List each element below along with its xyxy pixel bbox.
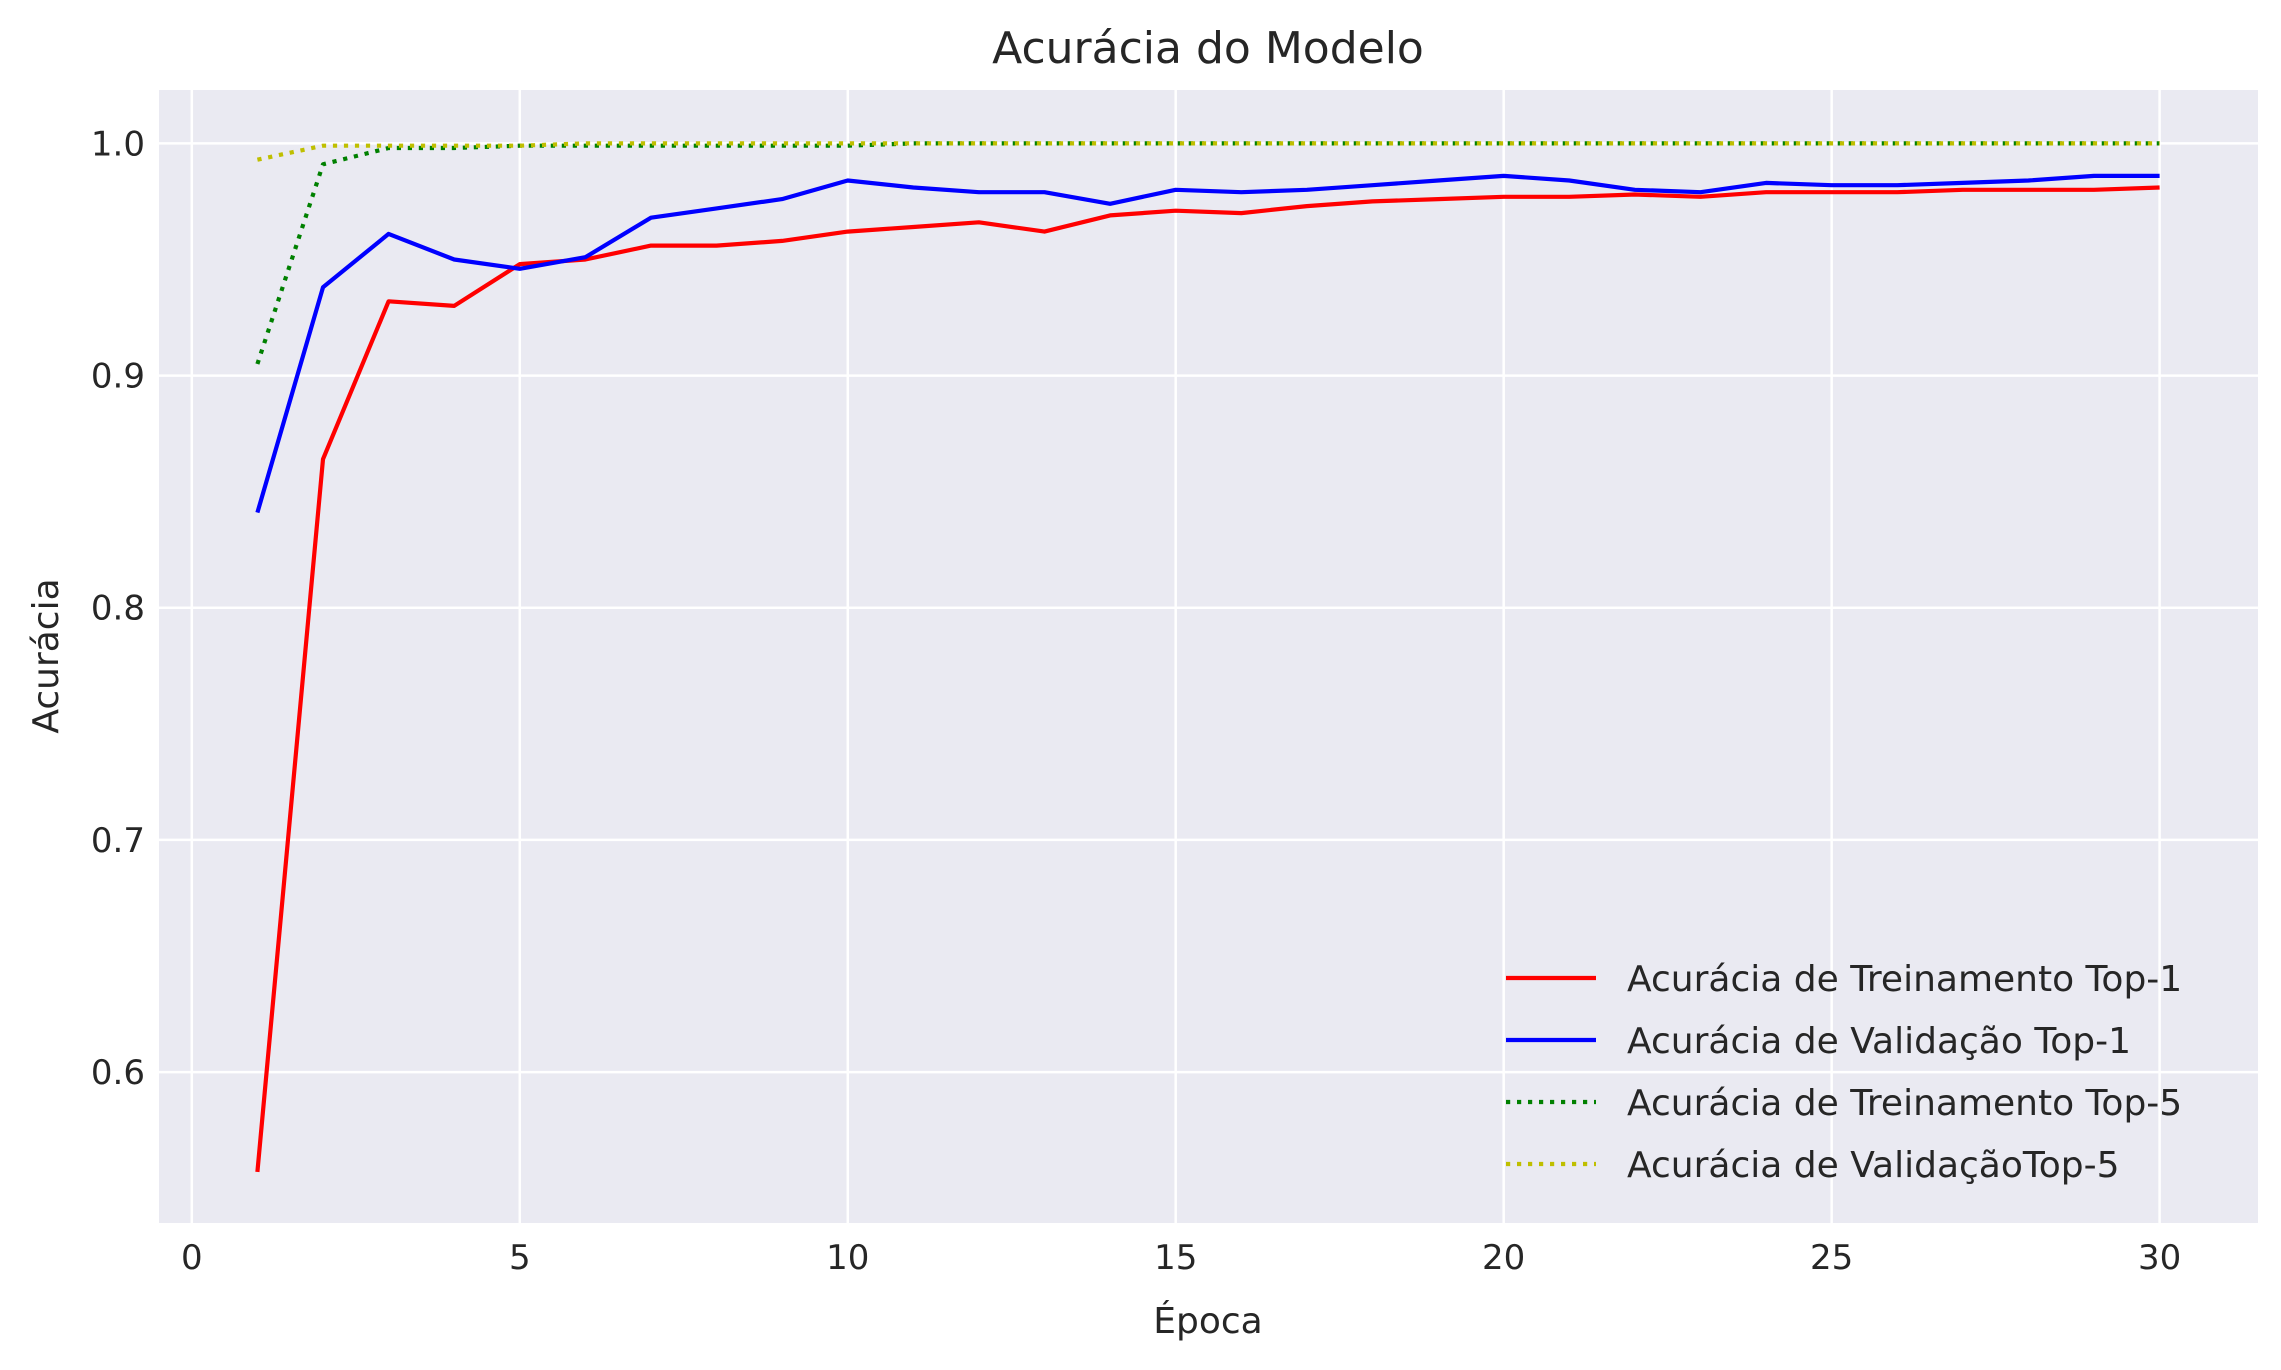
series-lines [255,141,2160,1173]
series-line-4 [256,141,2160,162]
legend-label-2: Acurácia de Validação Top-1 [1627,1021,2131,1062]
y-axis-title: Acurácia [26,578,67,733]
y-tick-label: 0.6 [91,1053,145,1093]
y-tick-label: 0.7 [91,821,145,861]
x-tick-label: 30 [2138,1238,2181,1278]
x-tick-label: 10 [826,1238,869,1278]
legend-label-4: Acurácia de ValidaçãoTop-5 [1627,1145,2120,1186]
tick-labels: 0 5 10 15 20 25 30 0.6 0.7 0.8 0.9 1.0 [91,124,2181,1278]
x-tick-label: 15 [1154,1238,1197,1278]
legend-label-3: Acurácia de Treinamento Top-5 [1627,1083,2182,1124]
grid-lines [159,90,2258,1223]
legend: Acurácia de Treinamento Top-1 Acurácia de… [1506,959,2182,1186]
y-tick-label: 0.8 [91,589,145,629]
y-tick-label: 1.0 [91,124,145,164]
x-tick-label: 20 [1482,1238,1525,1278]
chart-title: Acurácia do Modelo [992,23,1424,74]
plot-area [159,90,2258,1223]
series-line-2 [255,173,2160,514]
x-tick-label: 5 [509,1238,531,1278]
x-axis-title: Época [1153,1300,1262,1342]
x-tick-label: 0 [181,1238,203,1278]
x-tick-label: 25 [1810,1238,1853,1278]
legend-label-1: Acurácia de Treinamento Top-1 [1627,959,2182,1000]
series-line-3 [255,141,2160,365]
y-tick-label: 0.9 [91,357,145,397]
